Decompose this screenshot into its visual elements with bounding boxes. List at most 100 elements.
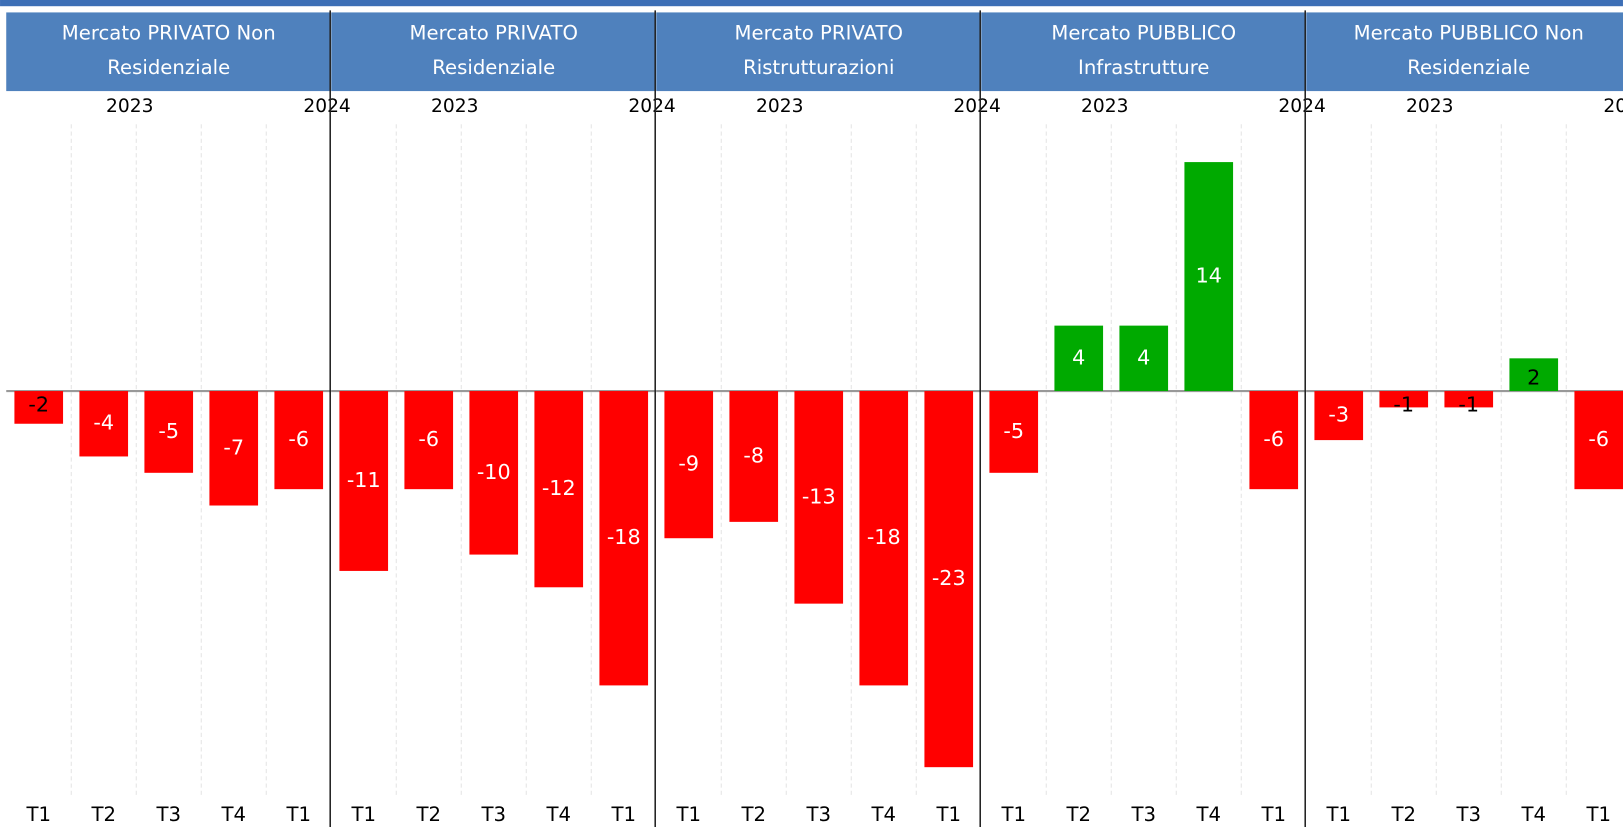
x-tick-label: T2 <box>90 803 116 826</box>
year-label: 2023 <box>1406 96 1453 117</box>
x-tick-label: T1 <box>675 803 701 826</box>
year-label: 2024 <box>1278 96 1325 117</box>
value-label: -6 <box>1263 427 1284 451</box>
panel-header <box>981 12 1306 92</box>
x-tick-label: T3 <box>1455 803 1481 826</box>
x-tick-label: T1 <box>1585 803 1611 826</box>
panel-title: Residenziale <box>107 56 230 79</box>
value-label: -5 <box>158 419 179 443</box>
bar <box>1119 325 1169 392</box>
bar <box>664 391 714 539</box>
x-tick-label: T1 <box>1260 803 1286 826</box>
year-label: 2024 <box>303 96 350 117</box>
bar <box>1444 391 1494 408</box>
x-tick-label: T2 <box>1390 803 1416 826</box>
value-label: -18 <box>607 525 641 549</box>
x-tick-label: T3 <box>805 803 831 826</box>
year-label: 2024 <box>1603 96 1623 117</box>
x-tick-label: T3 <box>155 803 181 826</box>
bar <box>404 391 454 490</box>
bar <box>859 391 909 686</box>
x-tick-label: T1 <box>935 803 961 826</box>
value-label: -5 <box>1003 419 1024 443</box>
value-label: -3 <box>1328 403 1349 427</box>
bar <box>1509 358 1559 392</box>
bar <box>1249 391 1299 490</box>
value-label: -9 <box>678 452 699 476</box>
x-tick-label: T2 <box>1065 803 1091 826</box>
x-tick-label: T4 <box>220 803 246 826</box>
x-tick-label: T1 <box>25 803 51 826</box>
x-tick-label: T3 <box>480 803 506 826</box>
x-tick-label: T4 <box>870 803 896 826</box>
panel-title: Residenziale <box>432 56 555 79</box>
value-label: -1 <box>1393 393 1414 417</box>
panel-title: Infrastrutture <box>1078 56 1209 79</box>
bar <box>989 391 1039 473</box>
value-label: -10 <box>477 460 511 484</box>
value-label: -7 <box>223 435 244 459</box>
bar <box>729 391 779 522</box>
value-label: -18 <box>867 525 901 549</box>
panel-title: Ristrutturazioni <box>743 56 894 79</box>
bar <box>534 391 584 588</box>
value-label: -4 <box>93 411 114 435</box>
value-label: -23 <box>932 566 966 590</box>
panel-title: Residenziale <box>1407 56 1530 79</box>
value-label: 2 <box>1527 366 1540 390</box>
bar <box>794 391 844 604</box>
bar <box>1184 162 1234 392</box>
value-label: -6 <box>1588 427 1609 451</box>
x-tick-label: T1 <box>1000 803 1026 826</box>
value-label: -6 <box>288 427 309 451</box>
bar <box>469 391 519 555</box>
bar <box>1379 391 1429 408</box>
bar <box>14 391 64 424</box>
year-label: 2023 <box>1081 96 1128 117</box>
value-label: -2 <box>28 393 49 417</box>
bar <box>599 391 649 686</box>
panel-header <box>6 12 331 92</box>
value-label: 14 <box>1196 264 1222 288</box>
year-label: 2023 <box>431 96 478 117</box>
value-label: -8 <box>743 443 764 467</box>
panel-title: Mercato PRIVATO <box>735 22 903 45</box>
year-label: 2023 <box>106 96 153 117</box>
bar <box>144 391 194 473</box>
bar <box>1314 391 1364 441</box>
year-label: 2024 <box>953 96 1000 117</box>
panel-title: Mercato PUBBLICO <box>1051 22 1236 45</box>
value-label: -6 <box>418 427 439 451</box>
panel-title: Mercato PUBBLICO Non <box>1354 22 1584 45</box>
value-label: -13 <box>802 484 836 508</box>
value-label: 4 <box>1137 345 1150 369</box>
x-tick-label: T1 <box>1325 803 1351 826</box>
value-label: -12 <box>542 476 576 500</box>
x-tick-label: T1 <box>350 803 376 826</box>
value-label: -11 <box>347 468 381 492</box>
panel-header <box>1306 12 1623 92</box>
panel-header <box>331 12 656 92</box>
bar <box>1054 325 1104 392</box>
bar <box>339 391 389 571</box>
x-tick-label: T3 <box>1130 803 1156 826</box>
x-tick-label: T2 <box>740 803 766 826</box>
x-tick-label: T4 <box>1195 803 1221 826</box>
year-label: 2024 <box>628 96 675 117</box>
x-tick-label: T1 <box>285 803 311 826</box>
x-tick-label: T4 <box>545 803 571 826</box>
panel-header <box>656 12 981 92</box>
year-label: 2023 <box>756 96 803 117</box>
value-label: -1 <box>1458 393 1479 417</box>
panel-title: Mercato PRIVATO <box>410 22 578 45</box>
value-label: 4 <box>1072 345 1085 369</box>
panel-title: Mercato PRIVATO Non <box>62 22 276 45</box>
x-tick-label: T1 <box>610 803 636 826</box>
bar <box>274 391 324 490</box>
bar <box>209 391 259 506</box>
bar <box>1574 391 1623 490</box>
bar <box>79 391 129 457</box>
top-band <box>0 0 1623 7</box>
